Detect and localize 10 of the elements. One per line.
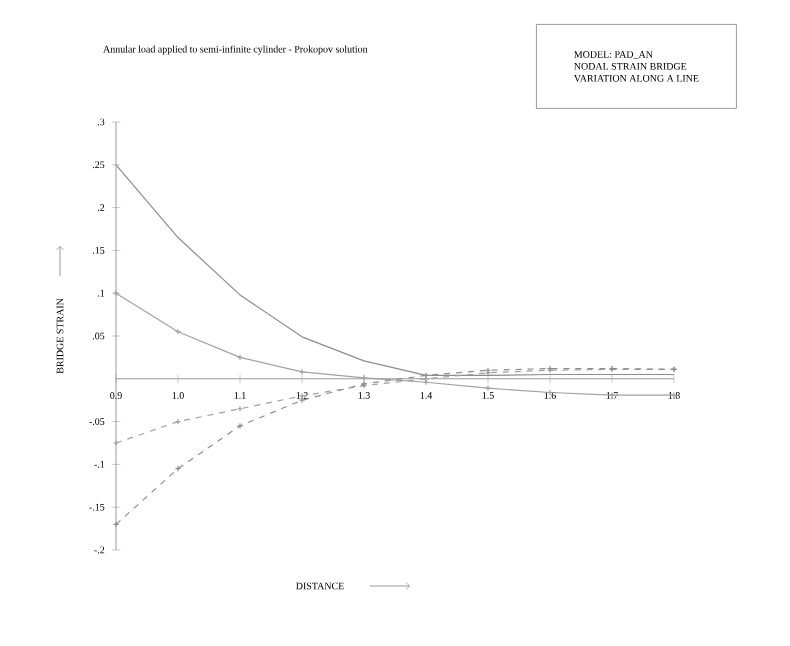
point xyxy=(174,418,182,425)
point xyxy=(112,439,120,447)
point xyxy=(174,328,182,335)
point xyxy=(174,465,182,472)
point xyxy=(236,405,244,412)
point xyxy=(112,521,120,528)
point xyxy=(236,354,244,361)
point xyxy=(236,422,244,430)
point xyxy=(484,385,492,392)
point xyxy=(298,368,306,376)
